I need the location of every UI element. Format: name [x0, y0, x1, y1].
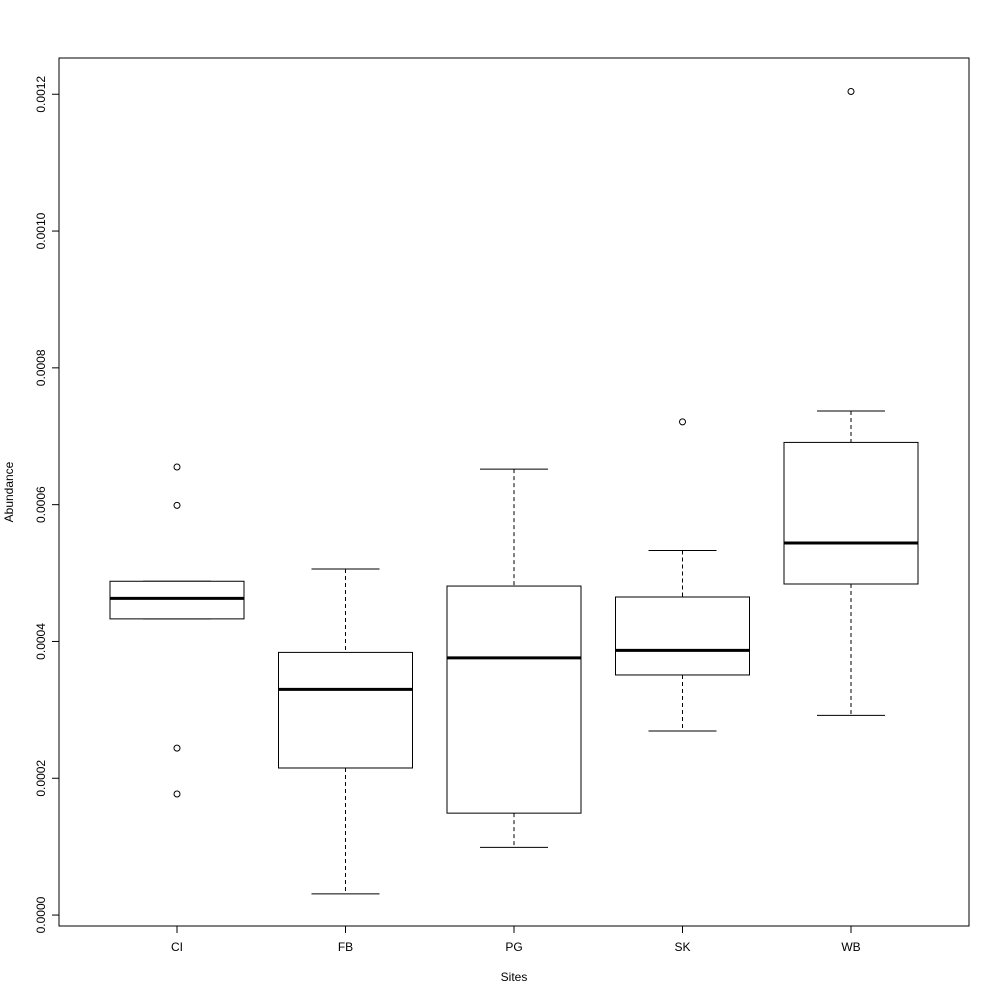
box [615, 596, 750, 676]
y-axis-title: Abundance [2, 461, 16, 522]
outlier [847, 88, 855, 96]
y-tick-label: 0.0010 [34, 212, 48, 249]
outlier [679, 418, 686, 426]
x-axis-title: Sites [501, 970, 528, 984]
outlier [173, 463, 181, 471]
x-tick-label: CI [171, 940, 183, 954]
outlier [173, 790, 181, 798]
outlier [173, 501, 181, 509]
x-tick-label: SK [674, 940, 690, 954]
y-tick-label: 0.0006 [34, 486, 48, 523]
y-tick-label: 0.0012 [34, 76, 48, 113]
x-tick-label: WB [841, 940, 860, 954]
box [446, 585, 582, 814]
x-tick-label: FB [338, 940, 353, 954]
box [278, 651, 413, 769]
y-tick-label: 0.0004 [34, 623, 48, 660]
box [109, 580, 245, 620]
y-tick-label: 0.0000 [34, 896, 48, 933]
y-tick-label: 0.0008 [34, 349, 48, 386]
y-tick-label: 0.0002 [34, 760, 48, 797]
outlier [173, 744, 181, 752]
box [783, 441, 919, 585]
x-tick-label: PG [505, 940, 522, 954]
